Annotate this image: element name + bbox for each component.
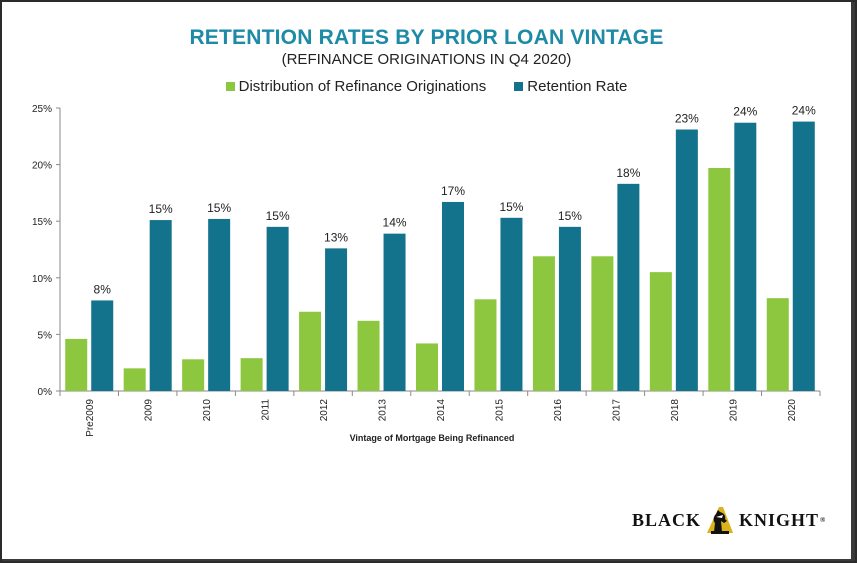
x-tick-label: 2009 [144, 399, 155, 422]
bar-retention [208, 218, 231, 391]
legend-swatch-distribution [225, 82, 235, 91]
y-tick-label: 25% [32, 104, 52, 115]
x-tick-label: 2010 [202, 399, 213, 422]
legend-label-distribution: Distribution of Refinance Originations [238, 78, 487, 95]
x-tick-label: 2012 [319, 399, 330, 422]
x-tick-label: 2018 [670, 399, 681, 422]
knight-chess-piece-icon [707, 507, 734, 534]
x-tick-label: 2019 [728, 399, 739, 422]
y-tick-label: 20% [32, 161, 52, 172]
bar-distribution [708, 167, 731, 391]
data-label-retention: 15% [499, 200, 523, 214]
x-tick-label: 2020 [787, 399, 798, 422]
bar-retention [325, 248, 348, 391]
bar-retention [91, 300, 114, 391]
chart-subtitle: (REFINANCE ORIGINATIONS IN Q4 2020) [281, 51, 572, 68]
brand-word-right: KNIGHT [739, 509, 820, 530]
bar-retention [383, 233, 406, 391]
bar-distribution [591, 256, 614, 391]
bar-retention [442, 201, 464, 391]
data-label-retention: 15% [266, 209, 290, 223]
bar-distribution [357, 320, 380, 391]
bar-distribution [416, 343, 438, 391]
x-tick-label: 2013 [378, 399, 389, 422]
x-tick-label: 2015 [494, 399, 505, 422]
y-tick-label: 0% [38, 387, 53, 398]
bar-distribution [123, 368, 146, 391]
data-label-retention: 24% [733, 105, 757, 119]
brand-logo: BLACK KNIGHT ® [632, 505, 825, 535]
data-label-retention: 15% [558, 209, 582, 223]
x-tick-label: Pre2009 [85, 399, 96, 437]
bar-retention [734, 122, 757, 391]
registered-mark: ® [820, 516, 826, 524]
x-tick-label: 2011 [261, 399, 272, 421]
bar-retention [617, 183, 640, 391]
data-label-retention: 17% [441, 184, 465, 198]
y-tick-label: 15% [32, 217, 52, 228]
y-tick-label: 5% [38, 330, 53, 341]
bar-retention [675, 129, 698, 391]
data-label-retention: 15% [207, 201, 231, 215]
data-label-retention: 13% [324, 230, 348, 244]
data-label-retention: 24% [792, 104, 816, 118]
bar-retention [500, 217, 523, 391]
data-label-retention: 8% [94, 282, 112, 296]
legend-label-retention: Retention Rate [527, 78, 628, 95]
brand-word-left: BLACK [632, 509, 702, 530]
legend-swatch-retention [514, 82, 524, 91]
bar-retention [149, 220, 172, 391]
bar-distribution [65, 338, 88, 391]
chart-title: RETENTION RATES BY PRIOR LOAN VINTAGE [189, 26, 664, 49]
bar-retention [792, 121, 815, 392]
bar-retention [266, 226, 289, 391]
data-label-retention: 15% [149, 202, 173, 216]
x-tick-label: 2014 [436, 399, 447, 422]
bar-distribution [532, 256, 555, 391]
bar-distribution [182, 359, 205, 391]
bar-distribution [299, 311, 322, 391]
data-label-retention: 14% [383, 216, 407, 230]
x-tick-label: 2016 [553, 399, 564, 422]
bar-distribution [240, 358, 263, 391]
chart-legend: Distribution of Refinance Originations R… [2, 78, 851, 95]
bar-retention [558, 226, 581, 391]
y-tick-label: 10% [32, 274, 52, 285]
x-axis-title: Vintage of Mortgage Being Refinanced [350, 433, 515, 443]
data-label-retention: 18% [616, 166, 640, 180]
legend-item-retention: Retention Rate [514, 78, 627, 95]
bar-distribution [766, 298, 789, 391]
bar-distribution [474, 299, 497, 391]
x-tick-label: 2017 [611, 399, 622, 422]
legend-item-distribution: Distribution of Refinance Originations [225, 78, 487, 95]
bar-distribution [649, 272, 672, 391]
data-label-retention: 23% [675, 112, 699, 126]
